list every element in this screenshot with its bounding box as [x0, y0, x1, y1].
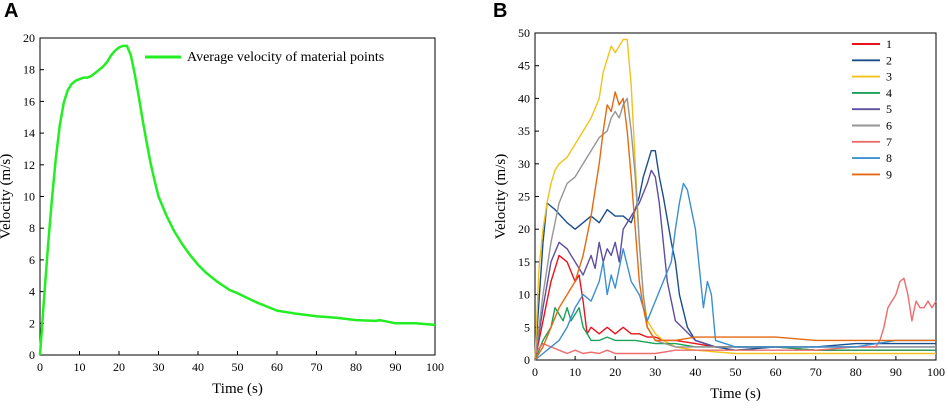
x-tick-label: 70: [810, 365, 822, 379]
y-tick-label: 8: [29, 221, 35, 235]
series-line-6: [534, 97, 936, 361]
x-tick-label: 70: [311, 360, 323, 374]
chart-b: 0 10 20 30 40 50 60 70 80 90 100051015202530354045…: [493, 26, 945, 402]
series-line-2: [534, 149, 936, 361]
y-tick-label: 0: [524, 353, 530, 367]
series-line-9: [534, 91, 936, 361]
x-tick-label: 20: [113, 360, 125, 374]
y-tick-label: 20: [23, 31, 35, 45]
x-tick-label: 0: [37, 360, 43, 374]
legend-label: 9: [886, 167, 892, 181]
y-tick-label: 0: [29, 348, 35, 362]
series-line-7: [534, 277, 937, 355]
legend-label: 2: [886, 53, 892, 67]
legend-label: Average velocity of material points: [187, 50, 384, 65]
x-tick-label: 30: [649, 365, 661, 379]
plot-frame: [39, 37, 436, 356]
series-line-8: [534, 182, 936, 361]
y-tick-label: 15: [518, 255, 530, 269]
y-tick-label: 14: [23, 126, 35, 140]
y-tick-label: 10: [518, 288, 530, 302]
legend-label: 6: [886, 119, 892, 133]
x-tick-label: 40: [192, 360, 204, 374]
x-tick-label: 60: [271, 360, 283, 374]
series-line-5: [534, 169, 936, 361]
x-tick-label: 50: [730, 365, 742, 379]
x-tick-label: 20: [609, 365, 621, 379]
x-tick-label: 100: [426, 360, 444, 374]
panel-label-b: B: [493, 0, 507, 22]
y-tick-label: 10: [23, 190, 35, 204]
series-line-3: [534, 38, 936, 361]
x-tick-label: 0: [532, 365, 538, 379]
y-axis-title: Velocity (m/s): [493, 154, 509, 239]
y-tick-label: 45: [518, 59, 530, 73]
y-tick-label: 30: [518, 157, 530, 171]
x-axis-title: Time (s): [212, 381, 263, 397]
y-tick-label: 35: [518, 124, 530, 138]
x-tick-label: 90: [390, 360, 402, 374]
legend-label: 1: [886, 37, 892, 51]
x-tick-label: 50: [232, 360, 244, 374]
legend-label: 5: [886, 102, 892, 116]
y-tick-label: 4: [29, 285, 35, 299]
x-tick-label: 90: [890, 365, 902, 379]
y-tick-label: 40: [518, 91, 530, 105]
legend-label: 3: [886, 70, 892, 84]
series-line-average-velocity-of-material-points: [38, 44, 436, 356]
y-tick-label: 2: [29, 316, 35, 330]
y-tick-label: 6: [29, 253, 35, 267]
legend-label: 7: [886, 135, 892, 149]
y-tick-label: 25: [518, 190, 530, 204]
x-tick-label: 60: [770, 365, 782, 379]
chart-a: 0 10 20 30 40 50 60 70 80 90 100 0 2 4 6 8 10 12 14 16 18 20 T…: [0, 31, 444, 397]
x-tick-label: 80: [350, 360, 362, 374]
x-tick-label: 80: [850, 365, 862, 379]
x-tick-label: 30: [153, 360, 165, 374]
legend-label: 8: [886, 151, 892, 165]
y-tick-label: 5: [524, 320, 530, 334]
x-tick-label: 40: [689, 365, 701, 379]
x-tick-label: 10: [569, 365, 581, 379]
x-axis-title: Time (s): [710, 386, 761, 402]
y-tick-label: 16: [23, 94, 35, 108]
legend-label: 4: [886, 86, 892, 100]
x-tick-label: 100: [927, 365, 945, 379]
plot-frame: [534, 32, 937, 361]
y-tick-label: 20: [518, 222, 530, 236]
y-tick-label: 12: [23, 158, 35, 172]
panel-label-a: A: [4, 0, 18, 22]
y-axis-title: Velocity (m/s): [0, 154, 14, 239]
x-tick-label: 10: [74, 360, 86, 374]
y-tick-label: 50: [518, 26, 530, 40]
y-tick-label: 18: [23, 63, 35, 77]
